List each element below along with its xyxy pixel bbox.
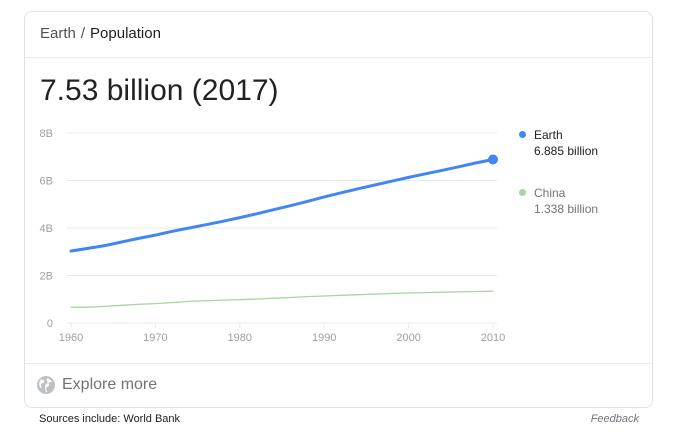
x-tick-label: 2010 <box>481 332 505 344</box>
legend-value-earth: 6.885 billion <box>534 144 599 158</box>
legend-entry-china[interactable]: China 1.338 billion <box>518 185 648 217</box>
x-tick-label: 1980 <box>228 332 252 344</box>
x-tick-label: 1960 <box>59 332 83 344</box>
breadcrumb-parent-link[interactable]: Earth <box>40 25 76 42</box>
x-axis-ticks: 1960 1970 1980 1990 2000 2010 <box>59 323 505 344</box>
chart-series <box>69 154 498 308</box>
legend-dot-china <box>519 189 526 196</box>
chart-grid <box>67 132 497 324</box>
breadcrumb-current: Population <box>90 25 161 42</box>
y-tick-label: 2B <box>40 271 53 283</box>
sources-text: Sources include: World Bank <box>39 413 181 425</box>
legend-entry-earth[interactable]: Earth 6.885 billion <box>518 127 648 159</box>
footer-divider <box>25 363 652 364</box>
explore-more-label: Explore more <box>62 376 158 393</box>
y-tick-label: 4B <box>40 223 53 235</box>
legend-name-earth: Earth <box>534 128 563 142</box>
y-axis-ticks: 0 2B 4B 6B 8B <box>40 128 53 330</box>
x-tick-label: 1990 <box>312 332 336 344</box>
population-chart[interactable]: 0 2B 4B 6B 8B 1960 1970 1980 1990 2000 2010 <box>25 12 653 362</box>
legend-dot-earth <box>519 131 526 138</box>
legend-name-china: China <box>534 186 566 200</box>
y-tick-label: 8B <box>40 128 53 140</box>
legend-value-china: 1.338 billion <box>534 202 599 216</box>
explore-more-button[interactable]: Explore more <box>36 375 157 395</box>
feedback-link[interactable]: Feedback <box>590 413 639 425</box>
population-card: Earth / Population 7.53 billion (2017) 0 2B… <box>24 11 653 408</box>
header-divider <box>25 57 652 58</box>
breadcrumb: Earth / Population <box>40 25 161 42</box>
y-tick-label: 6B <box>40 176 53 188</box>
x-tick-label: 2000 <box>396 332 420 344</box>
breadcrumb-separator: / <box>80 25 86 42</box>
series-line-china <box>70 290 494 308</box>
y-tick-label: 0 <box>47 318 53 330</box>
globe-icon <box>37 376 55 394</box>
x-tick-label: 1970 <box>143 332 167 344</box>
series-endpoint-earth <box>488 154 498 165</box>
population-headline: 7.53 billion (2017) <box>40 74 279 107</box>
chart-legend: Earth 6.885 billion China 1.338 billion <box>518 127 648 243</box>
series-line-earth <box>69 158 495 253</box>
